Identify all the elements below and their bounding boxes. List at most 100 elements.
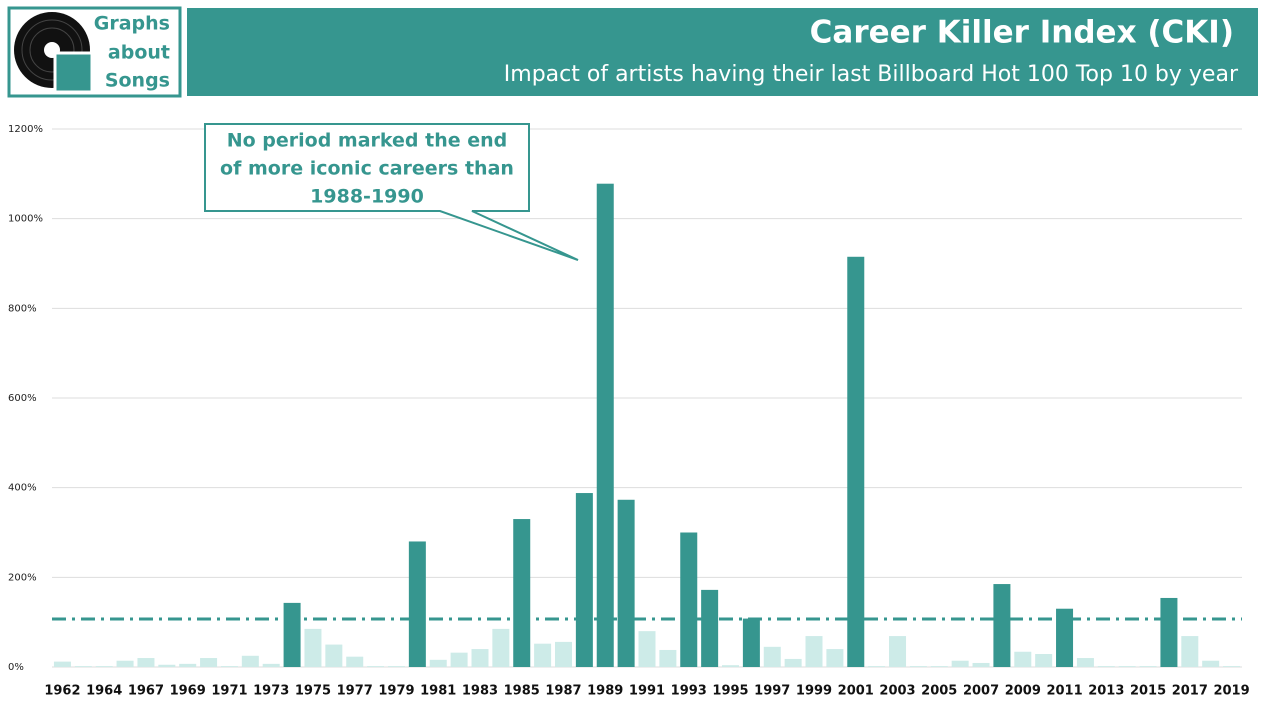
chart-title: Career Killer Index (CKI) — [810, 15, 1234, 51]
bar — [367, 666, 385, 667]
x-tick-label: 1967 — [128, 684, 164, 699]
bar — [346, 656, 364, 667]
y-tick-label: 200% — [8, 572, 37, 583]
annotation: No period marked the end of more iconic … — [204, 123, 579, 261]
chart-subtitle: Impact of artists having their last Bill… — [504, 62, 1239, 87]
bar — [241, 655, 259, 667]
bar — [1097, 666, 1115, 667]
x-tick-label: 1995 — [712, 684, 748, 699]
logo-text: Songs — [105, 70, 170, 92]
y-tick-label: 0% — [8, 662, 24, 673]
header-banner — [187, 8, 1258, 96]
bar — [492, 628, 510, 667]
x-tick-label: 1964 — [86, 684, 122, 699]
plot-area: 0% 200% 400% 600% 800% 1000% 1200% 1962 1964 1967… — [8, 124, 1250, 699]
bar — [116, 660, 134, 667]
x-tick-label: 1971 — [211, 684, 247, 699]
bar — [137, 658, 155, 667]
bar — [450, 652, 468, 667]
bar — [1035, 653, 1053, 667]
annotation-text: 1988-1990 — [310, 186, 424, 208]
bar — [262, 663, 280, 667]
bar — [1202, 660, 1220, 667]
x-tick-label: 1993 — [671, 684, 707, 699]
bar — [680, 532, 698, 667]
x-tick-label: 1962 — [44, 684, 80, 699]
x-tick-label: 1997 — [754, 684, 790, 699]
bar — [805, 636, 823, 667]
bar — [993, 584, 1011, 667]
bar — [1014, 651, 1032, 667]
logo-text: about — [108, 42, 170, 64]
x-tick-label: 2003 — [879, 684, 915, 699]
bar — [408, 541, 426, 667]
x-tick-label: 1983 — [462, 684, 498, 699]
bar — [909, 666, 927, 667]
bar — [826, 649, 844, 667]
bar — [784, 658, 802, 667]
bar — [304, 628, 322, 667]
bar — [74, 666, 92, 667]
y-tick-label: 400% — [8, 483, 37, 494]
bar — [534, 643, 552, 667]
bar — [1056, 608, 1074, 667]
bar — [701, 589, 719, 667]
bar — [847, 256, 865, 667]
bar — [220, 666, 238, 667]
y-tick-label: 800% — [8, 303, 37, 314]
bar — [659, 649, 677, 667]
x-tick-label: 1981 — [420, 684, 456, 699]
x-tick-label: 2019 — [1213, 684, 1249, 699]
x-tick-label: 1987 — [545, 684, 581, 699]
x-tick-label: 1973 — [253, 684, 289, 699]
bar — [742, 618, 760, 667]
bar — [53, 661, 71, 667]
x-tick-label: 2015 — [1130, 684, 1166, 699]
x-tick-label: 1991 — [629, 684, 665, 699]
bar — [596, 183, 614, 668]
x-tick-label: 1989 — [587, 684, 623, 699]
x-tick-label: 1975 — [295, 684, 331, 699]
bar — [387, 666, 405, 667]
y-tick-label: 1200% — [8, 124, 43, 135]
x-tick-label: 1979 — [378, 684, 414, 699]
bar — [554, 641, 572, 667]
bar — [471, 649, 489, 667]
bar — [1076, 658, 1094, 667]
x-tick-label: 1977 — [337, 684, 373, 699]
bar — [951, 660, 969, 667]
logo-icon — [14, 12, 94, 94]
bar — [95, 666, 113, 667]
bar — [575, 493, 593, 667]
bar — [930, 666, 948, 667]
x-tick-label: 1985 — [504, 684, 540, 699]
bar — [325, 644, 343, 667]
y-tick-label: 1000% — [8, 214, 43, 225]
bar — [1139, 666, 1157, 667]
bar — [722, 665, 740, 667]
y-tick-label: 600% — [8, 393, 37, 404]
bar — [429, 659, 447, 667]
x-tick-label: 2007 — [963, 684, 999, 699]
bar — [763, 646, 781, 667]
x-tick-label: 2011 — [1046, 684, 1082, 699]
bar — [179, 663, 197, 667]
x-tick-label: 2013 — [1088, 684, 1124, 699]
bar — [868, 666, 886, 667]
bar — [1118, 666, 1136, 667]
bar — [638, 631, 656, 667]
bar — [972, 662, 990, 667]
bar — [283, 602, 301, 667]
x-tick-label: 2009 — [1005, 684, 1041, 699]
x-tick-label: 2001 — [838, 684, 874, 699]
x-tick-label: 1999 — [796, 684, 832, 699]
x-tick-label: 2017 — [1172, 684, 1208, 699]
x-tick-label: 1969 — [170, 684, 206, 699]
x-tick-label: 2005 — [921, 684, 957, 699]
logo-text: Graphs — [94, 13, 170, 35]
annotation-text: of more iconic careers than — [220, 158, 514, 180]
bar — [1160, 597, 1178, 667]
bar — [1223, 666, 1241, 667]
bar — [889, 636, 907, 667]
